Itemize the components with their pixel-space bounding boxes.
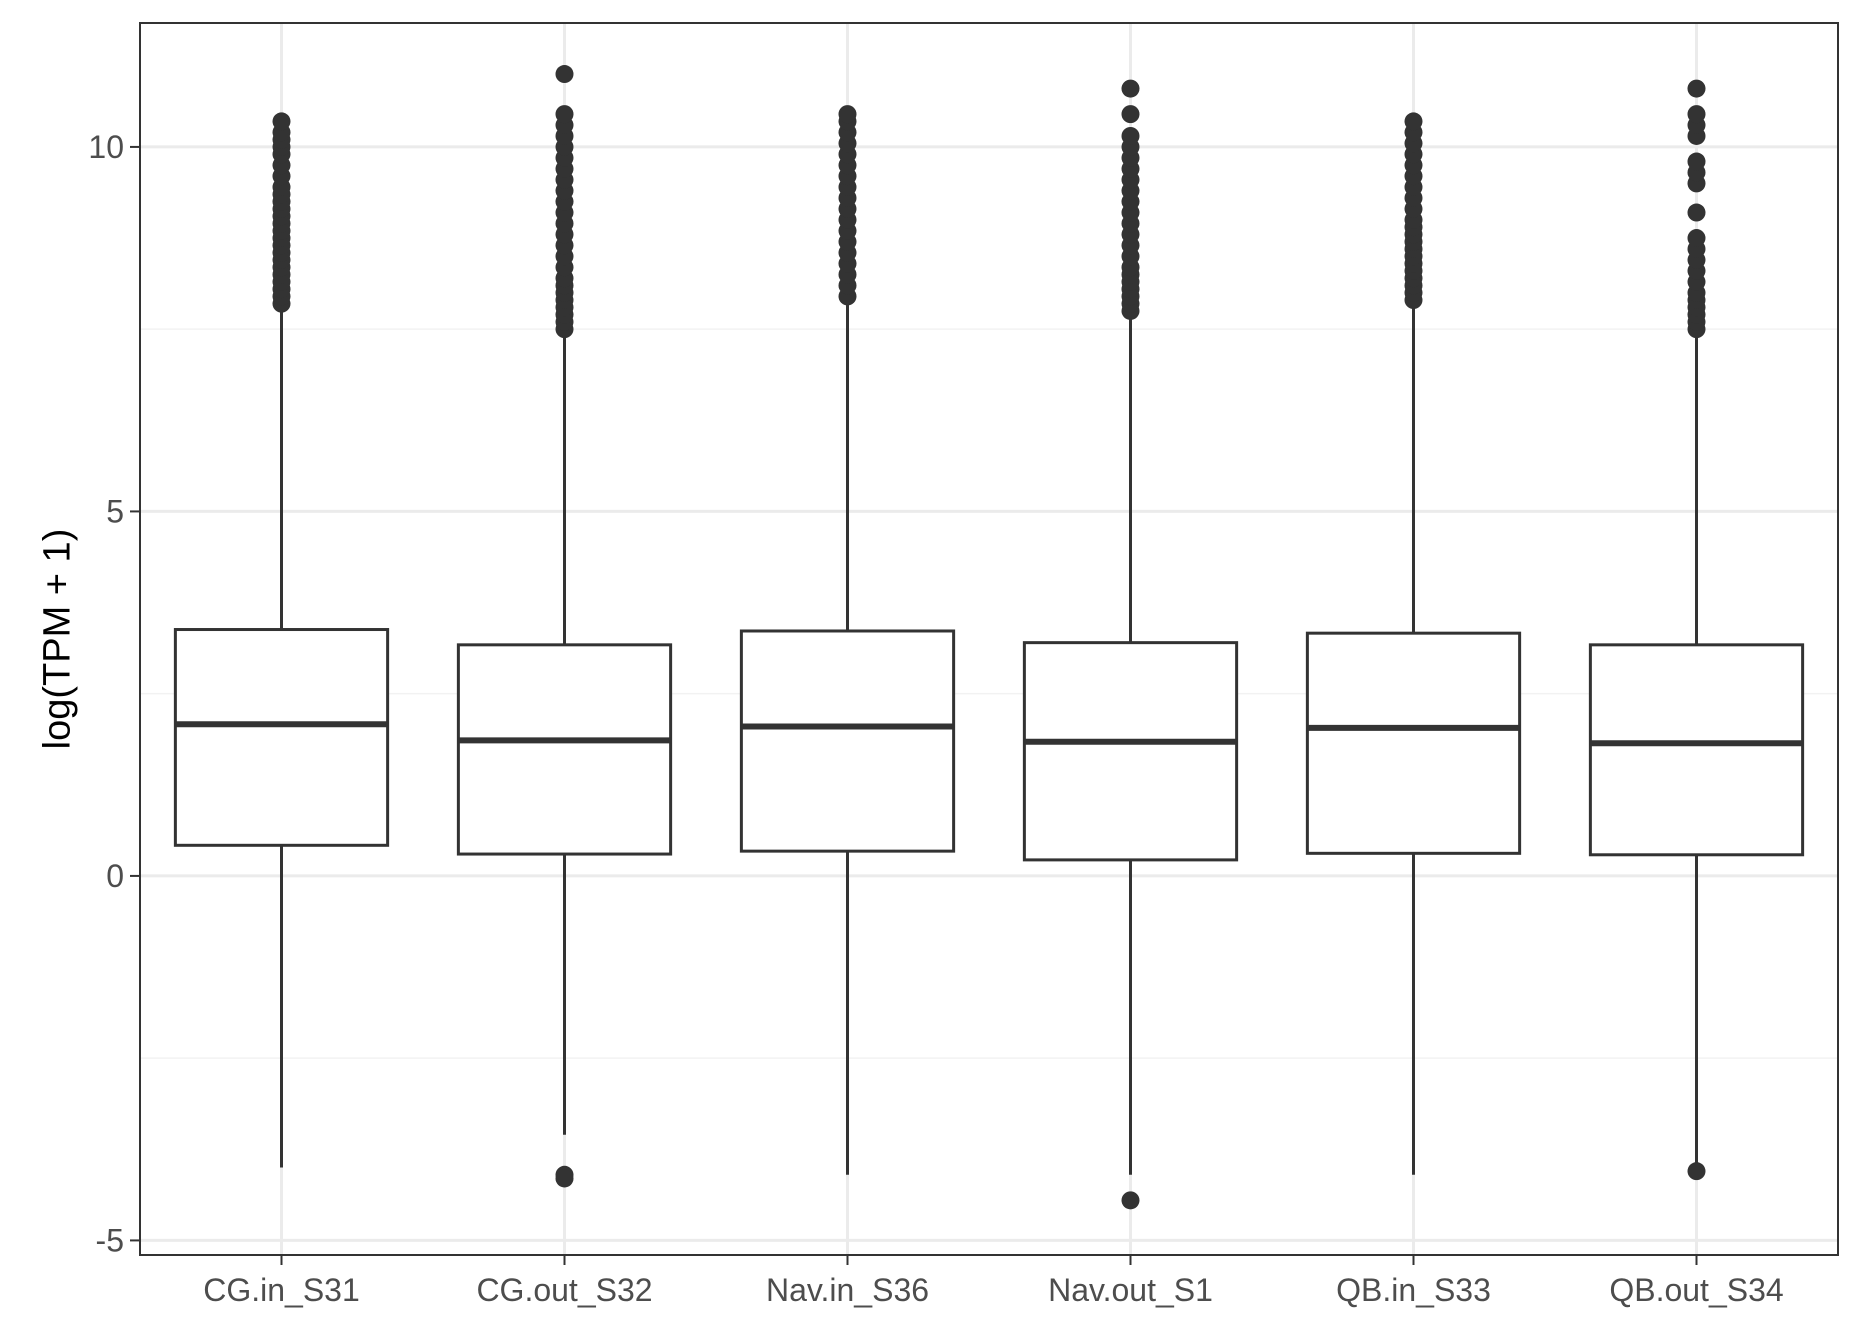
box-series: [173, 65, 1805, 1210]
outlier-point: [1121, 79, 1140, 98]
outlier-point: [1687, 105, 1706, 124]
y-tick-label: 5: [106, 493, 124, 529]
box-iqr: [456, 643, 673, 856]
outlier-point: [1121, 1191, 1140, 1210]
box-group-QB.in_S33: [1305, 112, 1522, 1175]
x-tick-label: CG.in_S31: [203, 1272, 360, 1308]
y-tick-label: 10: [88, 129, 124, 165]
y-tick-label: -5: [96, 1222, 124, 1258]
outlier-point: [555, 65, 574, 84]
outlier-point: [1121, 126, 1140, 145]
box-iqr: [1588, 643, 1805, 857]
box-group-QB.out_S34: [1588, 79, 1805, 1181]
outlier-point: [555, 1169, 574, 1188]
x-tick-label: Nav.out_S1: [1048, 1272, 1213, 1308]
box-group-Nav.in_S36: [739, 105, 956, 1175]
outlier-point: [1687, 1162, 1706, 1181]
outlier-point: [555, 105, 574, 124]
y-tick-label: 0: [106, 858, 124, 894]
box-group-CG.in_S31: [173, 112, 390, 1168]
box-iqr: [173, 628, 390, 847]
box-iqr: [739, 629, 956, 853]
outlier-point: [1687, 152, 1706, 171]
outlier-point: [1687, 203, 1706, 222]
box-group-CG.out_S32: [456, 65, 673, 1188]
x-tick-label: CG.out_S32: [476, 1272, 652, 1308]
outlier-point: [272, 112, 291, 131]
outlier-point: [1687, 79, 1706, 98]
x-tick-label: QB.out_S34: [1609, 1272, 1783, 1308]
box-iqr: [1022, 641, 1239, 862]
outlier-point: [838, 105, 857, 124]
box-group-Nav.out_S1: [1022, 79, 1239, 1210]
x-tick-label: QB.in_S33: [1336, 1272, 1491, 1308]
axes: -5 0 5 10 CG.in_S31 CG.out_S32 Nav.in_S36 Nav.o…: [88, 129, 1783, 1308]
y-axis-title: log(TPM + 1): [36, 529, 78, 750]
panel-border: [139, 22, 1839, 1256]
x-tick-label: Nav.in_S36: [766, 1272, 929, 1308]
outlier-point: [1687, 229, 1706, 248]
outlier-point: [1404, 112, 1423, 131]
grid-lines: [140, 23, 1838, 1255]
outlier-point: [1121, 105, 1140, 124]
box-iqr: [1305, 631, 1522, 855]
